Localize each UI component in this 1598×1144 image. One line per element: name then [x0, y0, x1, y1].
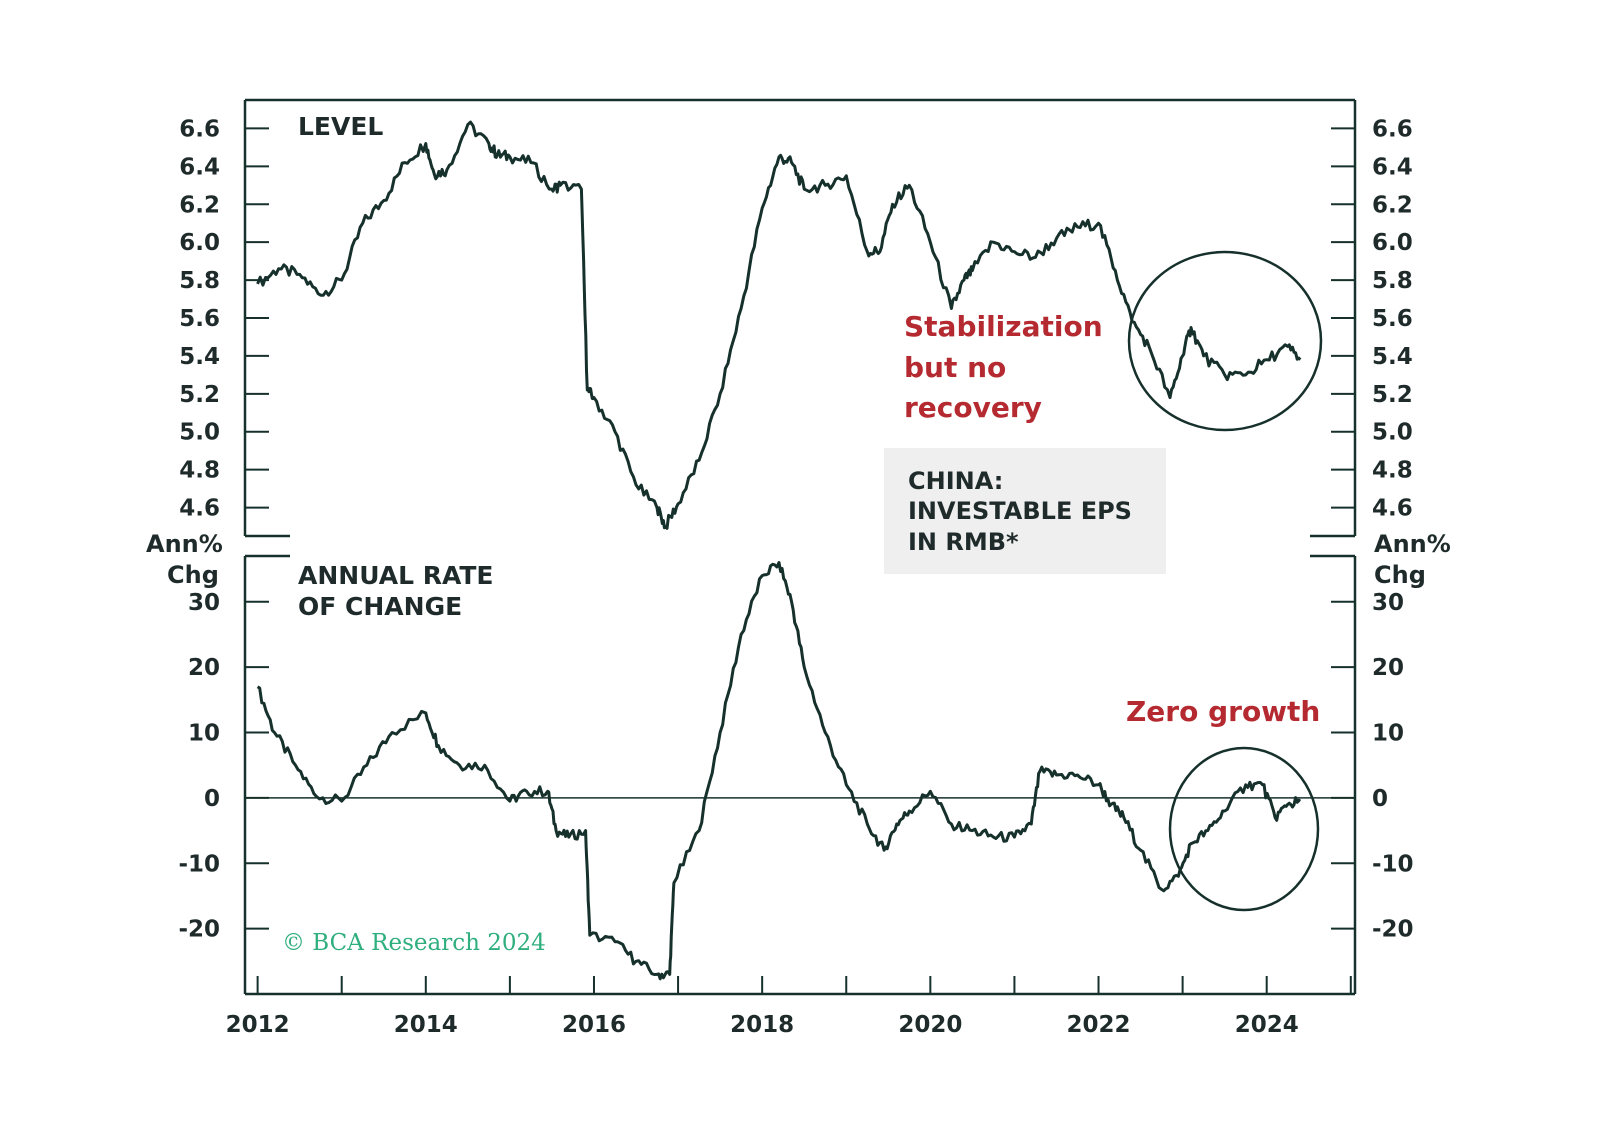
annotation-stabilization: Stabilization [904, 310, 1103, 343]
x-tick-label-2014: 2014 [394, 1012, 458, 1038]
unit-label-right-line1: Ann% [1374, 530, 1451, 558]
x-tick-label-2012: 2012 [226, 1012, 290, 1038]
unit-label-left-line2: Chg [167, 561, 219, 589]
top-y-tick-label-right: 4.6 [1372, 496, 1413, 522]
top-y-tick-label-left: 6.4 [179, 154, 220, 180]
x-tick-label-2024: 2024 [1235, 1012, 1299, 1038]
unit-label-right-line2: Chg [1374, 561, 1426, 589]
top-y-tick-label-right: 5.4 [1372, 344, 1413, 370]
top-y-tick-label-left: 5.0 [179, 420, 220, 446]
bottom-panel-title-line1: ANNUAL RATE [298, 561, 494, 590]
top-y-tick-label-left: 6.6 [179, 116, 220, 142]
top-panel-title: LEVEL [298, 112, 383, 141]
top-y-tick-label-left: 4.8 [179, 458, 220, 484]
top-y-tick-label-right: 6.4 [1372, 154, 1413, 180]
bottom-y-tick-label-right: 10 [1372, 721, 1404, 747]
legend-box: CHINA: INVESTABLE EPS IN RMB* [884, 448, 1166, 574]
bottom-y-tick-label-right: 30 [1372, 590, 1404, 616]
top-y-tick-label-right: 5.0 [1372, 420, 1413, 446]
bottom-y-tick-label-left: -10 [178, 851, 220, 877]
legend-line2: INVESTABLE EPS [908, 497, 1132, 525]
bottom-y-tick-label-right: 20 [1372, 655, 1404, 681]
bottom-y-tick-label-right: -20 [1372, 917, 1414, 943]
bottom-y-tick-label-left: 30 [188, 590, 220, 616]
top-y-tick-label-right: 6.6 [1372, 116, 1413, 142]
top-y-tick-label-right: 6.0 [1372, 230, 1413, 256]
bottom-y-tick-label-left: 20 [188, 655, 220, 681]
plot-frame [243, 98, 1357, 996]
rate-of-change-series-line [256, 561, 1302, 981]
top-y-tick-label-left: 5.4 [179, 344, 220, 370]
top-y-tick-label-left: 6.0 [179, 230, 220, 256]
top-y-tick-label-right: 5.2 [1372, 382, 1413, 408]
annotation-zero-growth: Zero growth [1126, 695, 1320, 728]
x-tick-label-2022: 2022 [1067, 1012, 1131, 1038]
highlight-circle-top [1127, 250, 1323, 432]
highlight-circle-bottom [1168, 746, 1320, 912]
bottom-y-tick-label-right: 0 [1372, 786, 1388, 812]
top-y-tick-label-left: 5.8 [179, 268, 220, 294]
unit-label-left-line1: Ann% [146, 530, 223, 558]
top-y-tick-label-left: 5.2 [179, 382, 220, 408]
legend-line3: IN RMB* [908, 528, 1019, 556]
top-y-tick-label-right: 4.8 [1372, 458, 1413, 484]
x-axis-ticks: 2012 2014 2016 2018 2020 2022 2024 [226, 976, 1352, 1038]
legend-line1: CHINA: [908, 467, 1003, 495]
top-y-tick-label-right: 6.2 [1372, 192, 1413, 218]
top-y-tick-label-left: 4.6 [179, 496, 220, 522]
top-y-tick-label-left: 6.2 [179, 192, 220, 218]
top-y-tick-label-right: 5.6 [1372, 306, 1413, 332]
x-tick-label-2020: 2020 [898, 1012, 962, 1038]
top-y-tick-label-right: 5.8 [1372, 268, 1413, 294]
bottom-panel-title-line2: OF CHANGE [298, 592, 462, 621]
annotation-recovery: recovery [904, 391, 1042, 424]
copyright-text: © BCA Research 2024 [282, 930, 546, 956]
bottom-y-tick-label-right: -10 [1372, 851, 1414, 877]
top-panel-ticks: 6.6 6.6 6.4 6.4 6.2 6.2 6.0 6.0 5.8 5.8 5.6 5.6 5.4 5… [179, 116, 1413, 521]
bottom-y-tick-label-left: 0 [204, 786, 220, 812]
bottom-y-tick-label-left: -20 [178, 917, 220, 943]
bottom-y-tick-label-left: 10 [188, 721, 220, 747]
x-tick-label-2016: 2016 [562, 1012, 626, 1038]
x-tick-label-2018: 2018 [730, 1012, 794, 1038]
bottom-panel-ticks: 30 30 20 20 10 10 0 0 -10 -10 -20 -20 [178, 590, 1413, 943]
top-y-tick-label-left: 5.6 [179, 306, 220, 332]
annotation-but-no: but no [904, 351, 1006, 384]
